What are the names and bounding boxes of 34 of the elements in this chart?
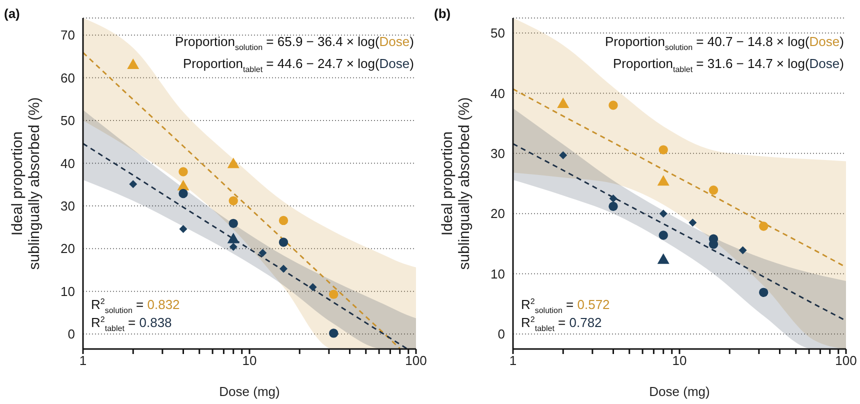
x-tick-label: 1 — [509, 353, 517, 368]
y-tick-label: 50 — [60, 113, 75, 128]
x-axis-title: Dose (mg) — [219, 384, 280, 399]
y-tick-label: 40 — [490, 86, 505, 101]
annotation: R$^{2}$$_{solution}$ = 0.572 — [521, 297, 610, 315]
y-tick-label: 20 — [60, 241, 75, 256]
annotation: R$^{2}$$_{tablet}$ = 0.838 — [91, 315, 172, 333]
y-tick-label: 20 — [490, 206, 505, 222]
annotation: Proportion$_{tablet}$ = 44.6 − 24.7 × log(Dose) — [183, 56, 414, 74]
y-tick-label: 30 — [60, 198, 75, 214]
y-tick-label: 30 — [490, 146, 505, 162]
chart-title: (a) — [4, 6, 20, 21]
x-tick-label: 1 — [79, 353, 87, 368]
y-tick-label: 60 — [60, 70, 75, 86]
annotation: Proportion$_{solution}$ = 40.7 − 14.8 × log(Dose) — [605, 34, 844, 52]
x-axis-title: Dose (mg) — [649, 384, 710, 399]
y-axis-title: Ideal proportion sublingually absorbed (%) — [9, 97, 43, 270]
annotation: R$^{2}$$_{solution}$ = 0.832 — [91, 297, 180, 315]
y-tick-label: 70 — [60, 28, 75, 43]
x-tick-label: 100 — [405, 353, 427, 368]
chart-title: (b) — [434, 6, 451, 21]
x-tick-label: 10 — [672, 353, 687, 368]
y-axis-title: Ideal proportion sublingually absorbed (%) — [439, 97, 473, 270]
annotation: Proportion$_{tablet}$ = 31.6 − 14.7 × log(Dose) — [613, 56, 844, 74]
x-tick-label: 10 — [242, 353, 257, 368]
y-tick-label: 0 — [498, 326, 505, 342]
y-tick-label: 40 — [60, 156, 75, 171]
annotation: R$^{2}$$_{tablet}$ = 0.782 — [521, 315, 602, 333]
y-tick-label: 0 — [68, 326, 75, 342]
annotation: Proportion$_{solution}$ = 65.9 − 36.4 × log(Dose) — [175, 34, 414, 52]
y-tick-label: 10 — [60, 284, 75, 299]
x-tick-label: 100 — [835, 353, 857, 368]
y-tick-label: 50 — [490, 26, 505, 41]
y-tick-label: 10 — [490, 266, 505, 282]
